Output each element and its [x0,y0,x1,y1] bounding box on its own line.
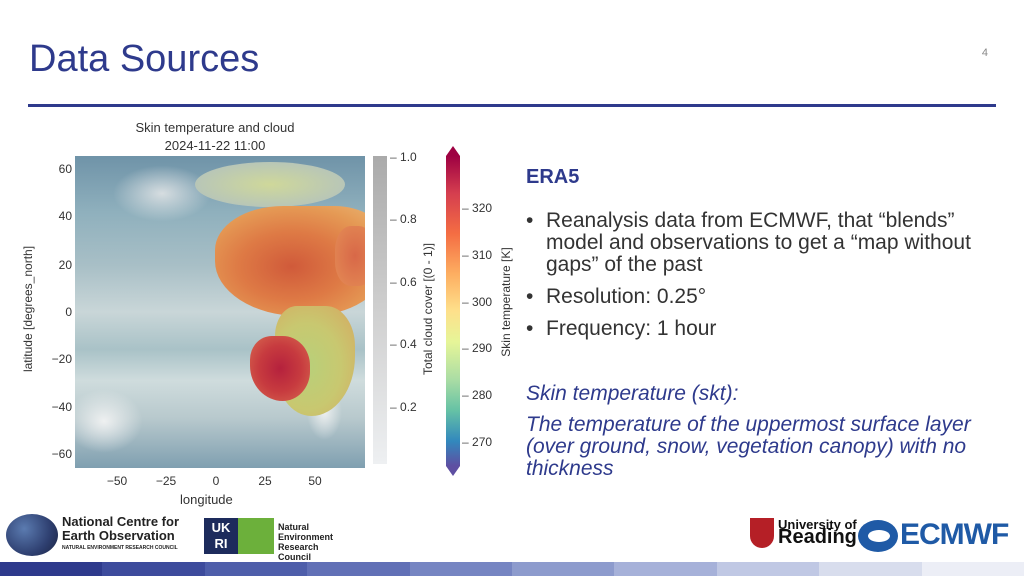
map-southern-africa-region [250,336,310,401]
era5-bullet-list: Reanalysis data from ECMWF, that “blends… [526,210,996,350]
x-tick: 0 [212,474,220,488]
strip-segment [0,562,103,576]
bullet-item: Frequency: 1 hour [526,318,996,341]
strip-segment [614,562,717,576]
definition-heading: Skin temperature (skt): [526,382,739,405]
skt-tick: 270 [462,435,492,449]
nerc-name: Natural Environment Research Council [278,522,334,562]
y-tick: 40 [58,209,72,223]
strip-segment [307,562,410,576]
strip-segment [819,562,922,576]
figure-subtitle: 2024-11-22 11:00 [164,138,266,153]
strip-segment [409,562,513,576]
ncao-logo: National Centre for Earth Observation NA… [6,514,201,556]
map-arabia-region [335,226,365,286]
bullet-item: Resolution: 0.25° [526,286,996,309]
reading-logo-text: University of Reading [778,517,857,548]
figure-title: Skin temperature and cloud [135,120,295,135]
reading-crest-icon [750,518,774,548]
bullet-item: Reanalysis data from ECMWF, that “blends… [526,210,996,276]
x-tick: 25 [258,474,272,488]
strip-segment [512,562,615,576]
ecmwf-logo-text: ECMWF [900,518,1009,551]
x-tick: −25 [155,474,177,488]
skin-temperature-map-figure: Skin temperature and cloud 2024-11-22 11… [10,112,513,512]
skin-temperature-colorbar [446,146,460,476]
ncao-name: National Centre for Earth Observation [62,514,180,543]
strip-segment [204,562,308,576]
y-tick: 60 [58,162,72,176]
cloud-tick: 0.6 [390,275,417,289]
title-divider [28,104,996,107]
bottom-color-strip [0,562,1024,576]
y-tick: 0 [65,305,72,319]
cloud-tick: 1.0 [390,150,417,164]
reading-line1: University of [778,517,857,532]
x-tick: −50 [106,474,128,488]
strip-segment [716,562,820,576]
y-tick: −60 [51,447,72,461]
definition-text: The temperature of the uppermost surface… [526,413,971,480]
page-number: 4 [981,47,988,59]
y-axis-label: latitude [degrees_north] [21,245,35,373]
cloud-tick: 0.8 [390,212,417,226]
skt-tick: 310 [462,248,492,262]
slide-title: Data Sources [29,38,260,80]
strip-segment [102,562,205,576]
ecmwf-swirl-icon [858,520,898,552]
cloud-colorbar-label: Total cloud cover [(0 - 1)] [421,242,435,376]
map-plot [75,156,365,468]
era5-heading: ERA5 [526,166,580,188]
y-tick: −40 [51,400,72,414]
nerc-logo-mark [238,518,274,554]
skt-tick: 280 [462,388,492,402]
cloud-tick: 0.2 [390,400,417,414]
skt-tick: 320 [462,201,492,215]
cloud-cover-colorbar [373,156,387,464]
cloud-tick: 0.4 [390,337,417,351]
skt-tick: 290 [462,341,492,355]
y-tick: −20 [51,352,72,366]
ncao-subtitle: NATURAL ENVIRONMENT RESEARCH COUNCIL [62,545,178,551]
y-tick: 20 [58,258,72,272]
x-tick: 50 [308,474,322,488]
x-axis-label: longitude [180,492,233,507]
skt-tick: 300 [462,295,492,309]
strip-segment [921,562,1024,576]
ukri-logo: UK RI [204,518,238,554]
reading-line2: Reading [778,526,857,548]
skt-colorbar-label: Skin temperature [K] [499,247,513,357]
map-europe-region [195,162,345,207]
globe-icon [6,514,58,556]
